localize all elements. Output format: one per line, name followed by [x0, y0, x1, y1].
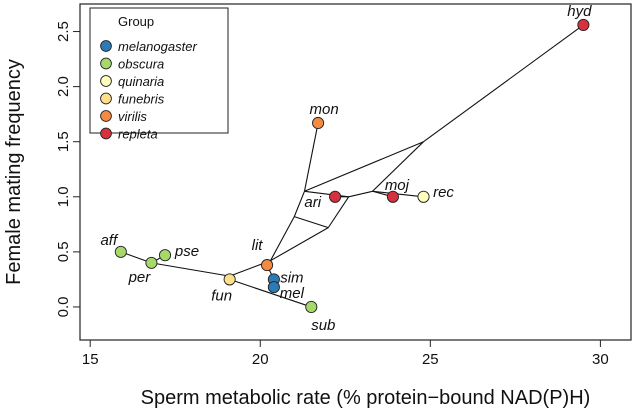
y-tick-label: 1.5 [55, 131, 72, 152]
tree-edge [293, 191, 305, 217]
x-tick-label: 20 [252, 351, 269, 368]
point-label-sim: sim [280, 269, 303, 286]
legend-title: Group [118, 14, 154, 29]
point-label-moj: moj [385, 177, 410, 194]
y-tick-label: 1.0 [55, 186, 72, 207]
tree-edge [348, 190, 373, 198]
legend-box [89, 7, 229, 134]
tree-edge [304, 190, 349, 198]
point-label-mon: mon [309, 101, 338, 118]
point-label-mel: mel [280, 285, 305, 302]
x-tick-label: 30 [592, 351, 609, 368]
tree-edge [327, 196, 350, 228]
legend-entry-melanogaster: melanogaster [118, 39, 197, 54]
tree-edge [151, 262, 230, 277]
data-point-aff [114, 245, 127, 258]
legend-swatch-melanogaster [100, 40, 112, 52]
tree-edge [269, 216, 295, 261]
plot-frame [79, 3, 632, 341]
legend-entries: melanogaster obscura quinaria funebris viril… [100, 39, 197, 142]
legend-swatch-obscura [100, 57, 112, 70]
tree-edge [372, 141, 424, 192]
data-point-fun [223, 273, 236, 286]
tree-edge [303, 122, 319, 192]
legend-swatch-funebris [100, 92, 112, 105]
legend-entry-funebris: funebris [118, 92, 165, 107]
data-point-hyd [577, 18, 590, 31]
x-axis: 15 20 25 30 [82, 340, 609, 368]
tree-edge [304, 141, 424, 192]
tree-edge [229, 278, 312, 308]
data-points [114, 18, 590, 314]
point-label-rec: rec [433, 184, 454, 201]
point-label-aff: aff [100, 232, 119, 249]
point-label-ari: ari [304, 194, 321, 211]
legend-entry-obscura: obscura [118, 57, 164, 72]
data-point-sub [305, 300, 318, 314]
x-axis-label: Sperm metabolic rate (% protein−bound NA… [141, 387, 591, 409]
legend-swatch-virilis [100, 110, 112, 122]
tree-edge [423, 24, 584, 143]
point-label-pse: pse [174, 243, 199, 260]
legend-entry-quinaria: quinaria [118, 74, 164, 89]
tree-edges [120, 24, 584, 308]
x-tick-label: 15 [82, 351, 99, 368]
legend: Group melanogaster obscura quinaria funebri… [89, 7, 229, 142]
y-tick-label: 2.0 [55, 76, 72, 97]
data-point-per [145, 256, 158, 269]
data-point-mon [312, 116, 325, 130]
point-label-per: per [128, 269, 152, 286]
x-tick-label: 25 [422, 351, 439, 368]
y-axis: 0.0 0.5 1.0 1.5 2.0 2.5 [55, 21, 80, 317]
data-point-moj [386, 190, 399, 203]
data-point-mel [267, 281, 280, 294]
point-label-sub: sub [311, 317, 335, 334]
legend-swatch-quinaria [100, 75, 112, 87]
data-point-lit [261, 259, 274, 272]
y-tick-label: 2.5 [55, 21, 72, 42]
data-point-ari [329, 190, 342, 203]
y-axis-label: Female mating frequency [3, 59, 25, 285]
legend-entry-virilis: virilis [118, 109, 147, 124]
point-label-lit: lit [252, 237, 264, 254]
point-label-hyd: hyd [567, 3, 592, 20]
point-label-fun: fun [211, 287, 232, 304]
y-tick-label: 0.0 [55, 297, 72, 318]
legend-entry-repleta: repleta [118, 127, 158, 142]
data-point-pse [158, 249, 172, 262]
y-tick-label: 0.5 [55, 241, 72, 262]
tree-edge [294, 216, 329, 229]
data-point-rec [417, 190, 430, 203]
tree-edge [270, 227, 329, 262]
legend-swatch-repleta [100, 127, 112, 140]
